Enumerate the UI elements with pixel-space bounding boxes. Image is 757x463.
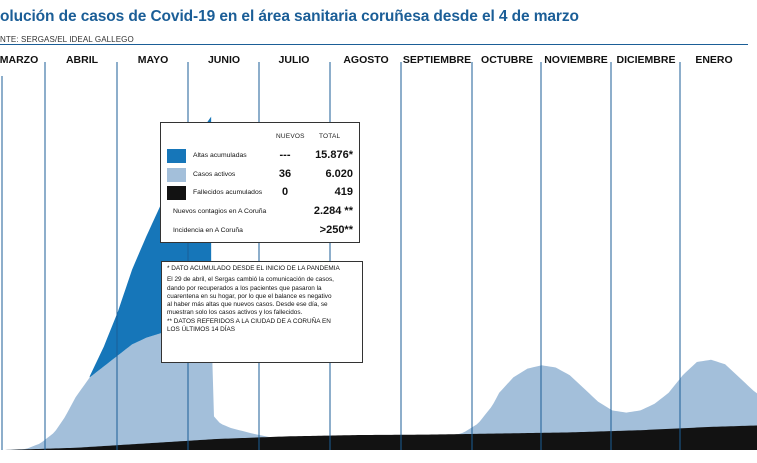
legend-row: Nuevos contagios en A Coruña 2.284 **	[167, 204, 353, 220]
chart-source: NTE: SERGAS/EL IDEAL GALLEGO	[0, 35, 134, 44]
month-label: JUNIO	[207, 54, 241, 66]
note-line: * DATO ACUMULADO DESDE EL INICIO DE LA P…	[167, 265, 340, 272]
legend-nuevos-value: ---	[279, 149, 291, 161]
legend-nuevos-value: 0	[281, 186, 289, 198]
month-label: OCTUBRE	[481, 54, 533, 66]
legend-total-value: 2.284 **	[313, 205, 353, 217]
legend-swatch	[167, 186, 186, 200]
legend-row: Altas acumuladas --- 15.876*	[167, 148, 353, 164]
note-line: El 29 de abril, el Sergas cambió la comu…	[167, 276, 334, 284]
legend-row: Incidencia en A Coruña >250**	[167, 223, 353, 239]
note-line: dando por recuperados a los pacientes qu…	[167, 284, 322, 292]
legend-label: Fallecidos acumulados	[193, 189, 263, 196]
legend-label: Casos activos	[193, 171, 236, 178]
legend-total-value: 6.020	[325, 168, 353, 180]
month-label: MAYO	[137, 54, 169, 66]
legend-box: NUEVOS TOTAL Altas acumuladas --- 15.876* C…	[160, 122, 360, 243]
month-label: ENERO	[695, 54, 733, 66]
month-label: AGOSTO	[343, 54, 389, 66]
legend-total-value: 419	[334, 186, 353, 198]
series-casos-activos-area	[5, 320, 757, 450]
legend-total-value: >250**	[319, 224, 353, 236]
legend-label: Nuevos contagios en A Coruña	[173, 208, 267, 215]
series-fallecidos-area	[5, 425, 757, 450]
legend-label: Altas acumuladas	[193, 152, 247, 159]
note-line: al haber más altas que nuevos casos. Des…	[167, 301, 328, 309]
legend-nuevos-value: 36	[278, 168, 292, 180]
header-rule	[0, 44, 748, 45]
note-line: LOS ÚLTIMOS 14 DÍAS	[167, 326, 236, 334]
legend-row: Casos activos 36 6.020	[167, 167, 353, 183]
legend-swatch	[167, 149, 186, 163]
month-label: ABRIL	[65, 54, 99, 66]
chart-title: olución de casos de Covid-19 en el área …	[0, 8, 579, 25]
legend-swatch	[167, 168, 186, 182]
note-line: muestran solo los casos activos y los fa…	[167, 309, 303, 317]
month-label: JULIO	[278, 54, 310, 66]
note-lines: * DATO ACUMULADO DESDE EL INICIO DE LA P…	[167, 265, 357, 334]
legend-row: Fallecidos acumulados 0 419	[167, 185, 353, 201]
month-axis: MARZO ABRIL MAYO JUNIO JULIO AGOSTO SEPTIEMBRE…	[0, 54, 748, 76]
month-label: NOVIEMBRE	[544, 54, 608, 66]
legend-total-value: 15.876*	[315, 149, 353, 161]
note-line: cuarentena en su hogar, por lo que el ba…	[167, 292, 332, 300]
note-line: ** DATOS REFERIDOS A LA CIUDAD DE A CORU…	[167, 317, 331, 325]
month-label: SEPTIEMBRE	[402, 54, 472, 66]
legend-label: Incidencia en A Coruña	[173, 227, 243, 234]
month-label: DICIEMBRE	[616, 54, 676, 66]
notes-box: * DATO ACUMULADO DESDE EL INICIO DE LA P…	[161, 261, 363, 363]
legend-col-nuevos: NUEVOS	[276, 133, 305, 140]
legend-col-total: TOTAL	[319, 133, 341, 140]
month-label: MARZO	[0, 54, 39, 66]
